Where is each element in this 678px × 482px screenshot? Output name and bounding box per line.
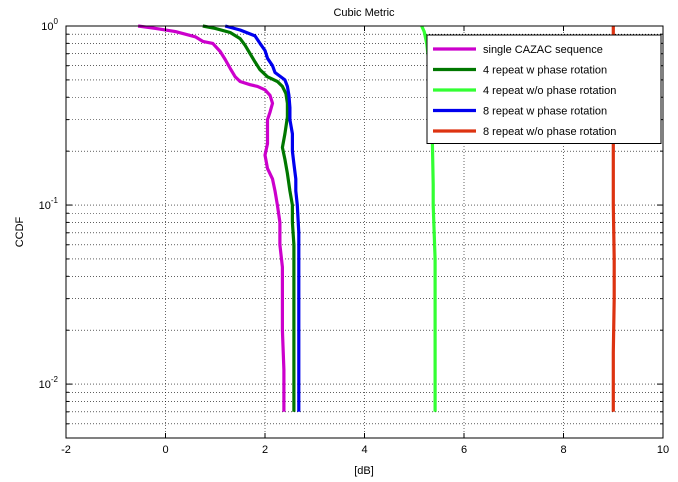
tick-exponent: 0 [54, 17, 59, 26]
x-tick-label: 4 [361, 444, 367, 456]
x-axis-label: [dB] [354, 465, 374, 477]
legend-label: 4 repeat w/o phase rotation [483, 85, 616, 97]
tick-exponent: -2 [51, 375, 59, 384]
series-layer [137, 24, 616, 412]
y-tick-label: 10-1 [39, 196, 59, 212]
x-tick-label: 2 [262, 444, 268, 456]
tick-base: 10 [41, 21, 53, 33]
tick-base: 10 [39, 379, 51, 391]
legend-label: 4 repeat w phase rotation [483, 65, 607, 77]
x-tick-label: -2 [61, 444, 71, 456]
axis-ticks [65, 25, 664, 439]
x-tick-label: 8 [560, 444, 566, 456]
x-tick-label: 6 [461, 444, 467, 456]
x-tick-label: 10 [657, 444, 669, 456]
legend-label: single CAZAC sequence [483, 44, 603, 56]
series-line-3 [420, 25, 437, 412]
x-tick-labels: -2 0 2 4 6 8 10 [61, 444, 669, 456]
tick-exponent: -1 [51, 196, 59, 205]
x-tick-label: 0 [162, 444, 168, 456]
series-line-4 [224, 24, 301, 412]
y-axis-label: CCDF [14, 216, 26, 247]
tick-base: 10 [39, 200, 51, 212]
legend: single CAZAC sequence 4 repeat w phase ro… [426, 34, 662, 144]
y-tick-label: 100 [41, 17, 58, 33]
series-line-1 [137, 24, 286, 412]
legend-label: 8 repeat w phase rotation [483, 106, 607, 118]
legend-label: 8 repeat w/o phase rotation [483, 126, 616, 138]
chart-title: Cubic Metric [333, 7, 395, 19]
y-tick-label: 10-2 [39, 375, 59, 391]
series-line-2 [202, 24, 296, 412]
